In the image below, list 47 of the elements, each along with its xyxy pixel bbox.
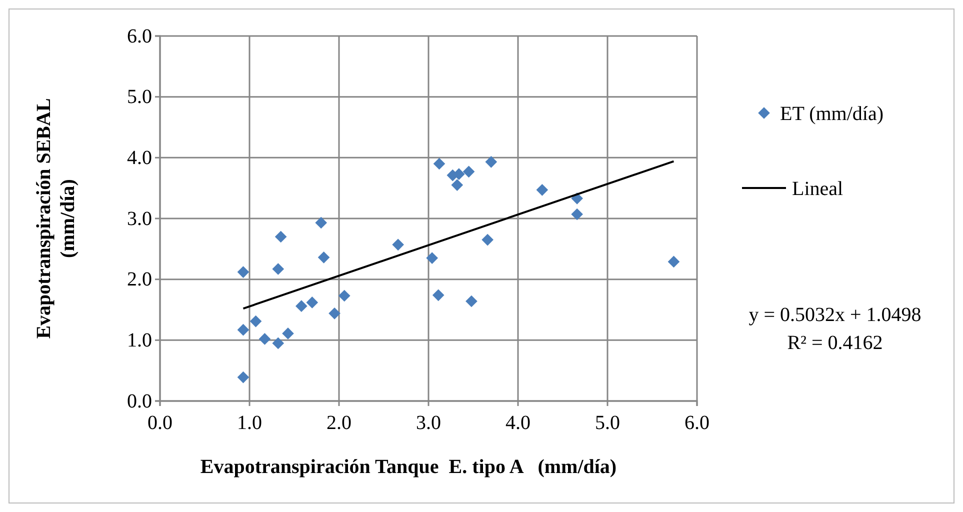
point	[282, 328, 294, 340]
point	[451, 179, 464, 191]
point	[328, 307, 340, 320]
y-tick-label: 1.0	[127, 330, 152, 352]
point	[237, 266, 250, 278]
point	[272, 337, 284, 350]
y-axis-title: Evapotranspiración SEBAL (mm/día)	[33, 98, 79, 339]
point	[426, 252, 438, 264]
point	[536, 184, 548, 196]
point	[482, 234, 494, 246]
point	[295, 300, 308, 312]
y-tick-label: 0.0	[127, 390, 152, 412]
y-tick-label: 3.0	[127, 208, 152, 230]
x-tick-label: 0.0	[148, 412, 172, 434]
x-tick-label: 6.0	[684, 412, 710, 434]
legend-label: Lineal	[792, 178, 844, 200]
y-tick-label: 2.0	[127, 268, 152, 291]
point	[272, 263, 284, 275]
x-tick-label: 4.0	[506, 412, 530, 434]
point	[433, 158, 446, 170]
point	[250, 315, 262, 328]
x-tick-label: 1.0	[237, 412, 262, 434]
point	[258, 333, 271, 345]
point	[668, 256, 680, 268]
point	[274, 230, 287, 243]
point	[306, 296, 318, 308]
legend-label: ET (mm/día)	[780, 103, 884, 125]
point	[315, 216, 328, 229]
text: y = 0.5032x + 1.0498	[748, 304, 922, 326]
y-tick-label: 6.0	[127, 25, 152, 48]
point	[237, 324, 250, 336]
y-tick-label: 4.0	[127, 147, 152, 170]
x-axis-title: Evapotranspiración Tanque E. tipo A (mm/día)	[200, 456, 617, 478]
point	[392, 238, 404, 251]
point	[571, 208, 583, 220]
point	[462, 166, 475, 178]
point	[338, 290, 350, 302]
text: R² = 0.4162	[787, 332, 883, 354]
x-tick-label: 2.0	[326, 412, 352, 434]
x-tick-label: 5.0	[595, 412, 620, 434]
y-tick-label: 5.0	[127, 86, 152, 108]
point	[432, 289, 444, 302]
point	[485, 156, 498, 168]
x-tick-label: 3.0	[416, 412, 441, 434]
point	[466, 295, 478, 308]
point	[318, 252, 330, 264]
point	[237, 371, 250, 384]
